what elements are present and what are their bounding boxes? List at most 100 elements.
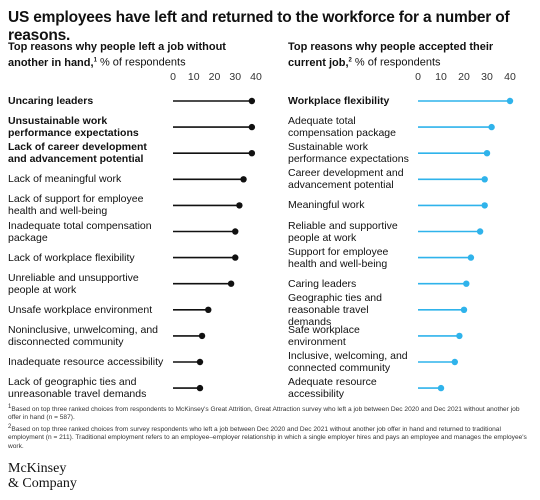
category-label: Unsustainable work performance expectati… [8, 115, 139, 140]
category-label: Support for employee health and well-bei… [288, 245, 389, 270]
dot [198, 332, 206, 340]
footnote: 2Based on top three ranked choices from … [8, 423, 528, 451]
category-label: Noninclusive, unwelcoming, and disconnec… [8, 323, 158, 348]
footnote-mark: 2 [8, 423, 12, 430]
lollipop [173, 176, 247, 183]
dot [437, 384, 445, 392]
x-tick-label: 10 [188, 71, 200, 83]
dot [232, 254, 239, 261]
dot [467, 254, 475, 261]
x-tick-label: 20 [209, 71, 221, 83]
lollipop [418, 150, 491, 157]
dot [240, 176, 247, 183]
lollipop [173, 358, 204, 366]
lollipop [173, 202, 243, 209]
lollipop [418, 358, 458, 366]
dot [227, 280, 235, 287]
category-label: Career development and advancement poten… [288, 167, 404, 192]
category-label: Lack of geographic ties and unreasonable… [8, 376, 147, 401]
category-label: Unreliable and unsupportive people at wo… [8, 271, 139, 296]
lollipop [173, 228, 239, 235]
lollipop [418, 228, 484, 235]
lollipop [418, 123, 495, 131]
lollipop [418, 384, 445, 392]
lollipop [418, 97, 514, 105]
lollipop [418, 254, 475, 261]
footnote-mark: 2 [348, 57, 352, 63]
lollipop [418, 176, 488, 183]
logo: McKinsey & Company [8, 461, 77, 491]
x-tick-label: 30 [481, 71, 493, 83]
lollipop [173, 150, 256, 157]
footnote: 1Based on top three ranked choices from … [8, 403, 528, 423]
category-label: Caring leaders [288, 277, 357, 290]
dot [232, 228, 239, 235]
subtitle: Top reasons why people accepted their cu… [288, 41, 508, 70]
x-tick-label: 20 [458, 71, 470, 83]
category-label: Safe workplace environment [288, 323, 360, 348]
category-label: Sustainable work performance expectation… [288, 141, 409, 166]
x-tick-label: 40 [250, 71, 262, 83]
category-label: Adequate resource accessibility [288, 376, 377, 401]
footnotes: 1Based on top three ranked choices from … [8, 403, 528, 451]
x-tick-label: 10 [435, 71, 447, 83]
subtitle-bold: Top reasons why people left a job withou… [8, 41, 226, 69]
footnote-text: Based on top three ranked choices from s… [8, 425, 527, 450]
dot [481, 176, 488, 183]
logo-line: McKinsey [8, 461, 67, 476]
category-label: Geographic ties and reasonable travel de… [288, 291, 382, 328]
dot [463, 280, 470, 287]
dot [451, 358, 458, 366]
logo-line: & Company [8, 476, 77, 491]
lollipop [173, 332, 206, 340]
subtitle-bold: Top reasons why people accepted their cu… [288, 41, 494, 69]
footnote-text: Based on top three ranked choices from r… [8, 406, 520, 422]
category-label: Lack of support for employee health and … [8, 193, 144, 218]
dot [248, 123, 256, 131]
dot [506, 97, 514, 105]
lollipop [173, 306, 212, 313]
footnote-mark: 1 [8, 404, 12, 410]
category-label: Workplace flexibility [288, 95, 390, 107]
unit-label: % of respondents [99, 56, 186, 69]
dot [456, 332, 463, 340]
dot [196, 384, 204, 392]
dot [236, 202, 243, 209]
dot [248, 97, 256, 105]
dot [476, 228, 484, 235]
category-label: Inadequate resource accessibility [8, 356, 164, 368]
x-tick-label: 40 [504, 71, 516, 83]
unit-label: % of respondents [354, 56, 441, 69]
category-label: Lack of workplace flexibility [8, 251, 135, 264]
category-label: Lack of meaningful work [8, 173, 122, 186]
lollipop [173, 254, 239, 261]
lollipop [173, 123, 256, 131]
footnote-mark: 1 [93, 57, 97, 63]
category-label: Uncaring leaders [8, 95, 94, 107]
lollipop [418, 280, 470, 287]
category-label: Adequate total compensation package [288, 115, 396, 140]
subtitle: Top reasons why people left a job withou… [8, 41, 248, 70]
dot [488, 123, 495, 131]
lollipop [173, 280, 235, 287]
lollipop [418, 332, 463, 340]
lollipop [418, 202, 488, 209]
category-label: Inadequate total compensation package [8, 219, 152, 244]
dot [460, 306, 468, 313]
dot [205, 306, 212, 313]
x-tick-label: 30 [229, 71, 241, 83]
category-label: Unsafe workplace environment [8, 303, 153, 316]
category-label: Meaningful work [288, 199, 365, 212]
x-tick-label: 0 [415, 71, 421, 83]
lollipop [173, 97, 256, 105]
x-tick-label: 0 [170, 71, 176, 83]
lollipop [418, 306, 468, 313]
dot [483, 150, 491, 157]
dot [481, 202, 488, 209]
dot [196, 358, 204, 366]
title: US employees have left and returned to t… [8, 9, 510, 44]
lollipop [173, 384, 204, 392]
category-label: Reliable and supportive people at work [288, 219, 398, 244]
